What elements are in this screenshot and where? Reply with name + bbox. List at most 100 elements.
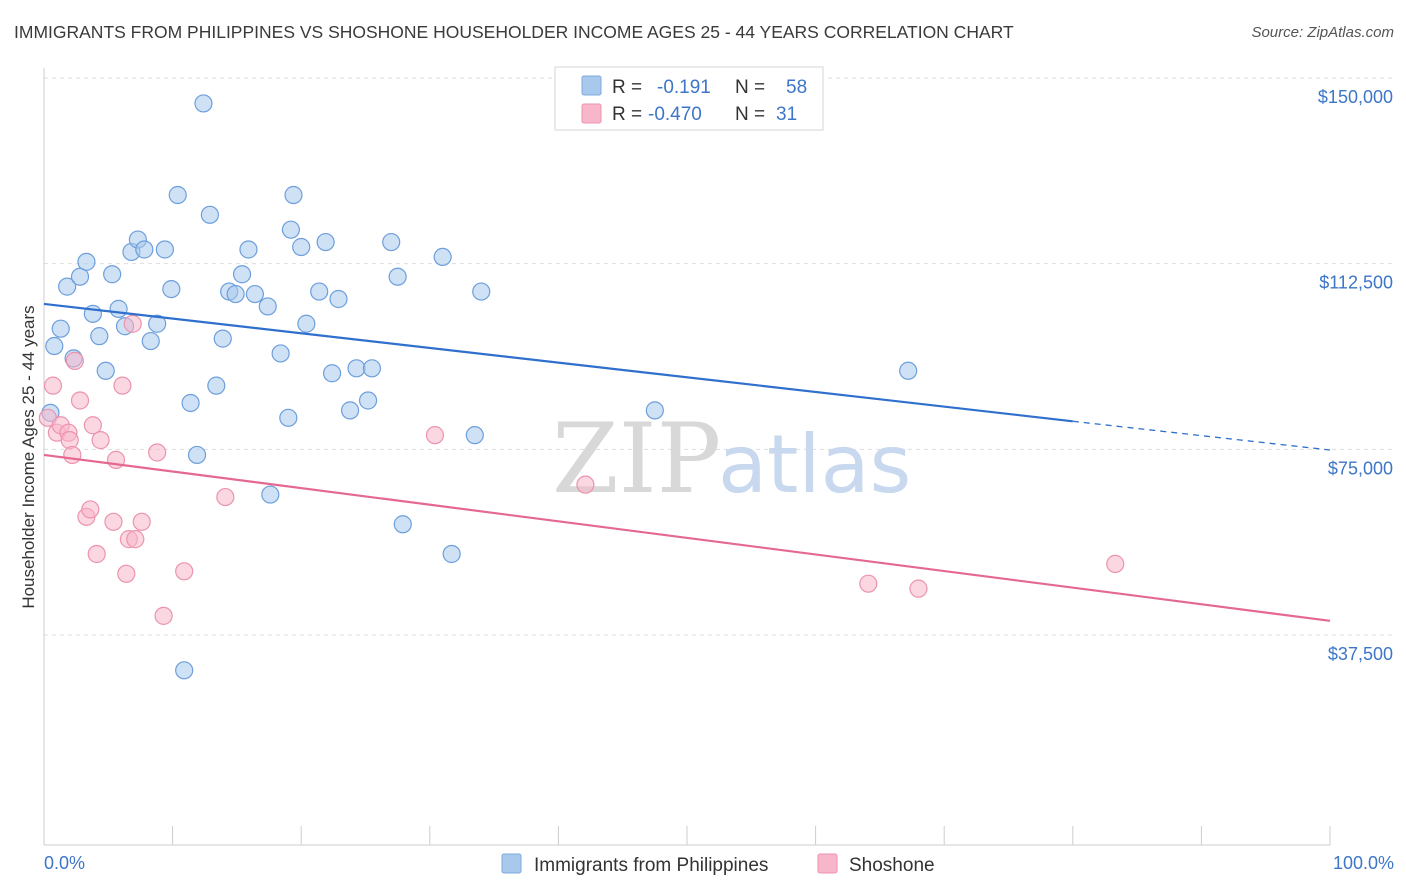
data-point [187,445,207,465]
data-point [109,299,128,318]
data-point [576,475,595,494]
legend: R = -0.191 N = 58 R = -0.470 N = 31 [554,66,824,131]
bottom-legend-swatch-shoshone [817,853,838,874]
watermark: ZIP atlas [552,403,911,515]
legend-swatch-shoshone [581,103,602,124]
chart-source: Source: ZipAtlas.com [1251,24,1394,41]
chart-title: IMMIGRANTS FROM PHILIPPINES VS SHOSHONE … [14,22,1014,42]
data-point [77,252,96,271]
legend-n-label-philippines: N = [735,77,765,98]
data-point [433,247,452,267]
bottom-legend-label-shoshone: Shoshone [849,855,935,876]
data-point [281,220,301,239]
legend-r-value-philippines: -0.191 [657,77,711,98]
data-point [316,232,335,252]
data-point [213,329,232,348]
data-point [425,426,445,445]
trend-line-shoshone [43,453,1331,622]
legend-r-label-philippines: R = [612,77,642,98]
data-point [162,279,181,299]
data-point [104,512,123,531]
data-point [200,205,219,224]
data-point [292,237,311,257]
watermark-zip: ZIP [552,403,721,515]
legend-r-label-shoshone: R = [612,104,642,125]
data-point [388,267,407,286]
series-philippines-points [41,94,918,680]
data-point [81,500,100,519]
data-point [65,351,84,370]
data-point [340,401,360,420]
legend-n-value-philippines: 58 [786,77,807,98]
data-point [96,361,115,380]
data-point [261,485,280,504]
grid-lines [44,77,1393,636]
data-point [194,94,213,113]
data-point [103,265,122,284]
data-point [90,327,109,346]
data-point [442,544,461,564]
trend-lines [43,302,1331,622]
data-point [271,344,290,363]
data-point [148,443,167,462]
data-point [347,359,366,378]
data-point [362,359,382,378]
data-point [45,336,64,356]
x-ticks [172,826,1331,845]
y-tick-label: $75,000 [1328,458,1393,478]
data-point [155,240,174,259]
data-point [465,426,484,445]
legend-n-value-shoshone: 31 [776,104,797,125]
data-point [63,445,82,465]
data-point [329,289,348,309]
data-point [175,661,194,680]
bottom-legend-swatch-philippines [501,853,522,874]
bottom-legend-label-philippines: Immigrants from Philippines [534,855,768,876]
y-axis-title: Householder Income Ages 25 - 44 years [19,305,38,608]
y-tick-label: $112,500 [1319,273,1393,293]
data-point [181,393,200,413]
data-point [909,579,928,598]
data-point [43,376,63,395]
y-tick-labels: $150,000 $112,500 $75,000 $37,500 [1318,87,1393,664]
data-point [51,319,70,338]
data-point [135,240,154,259]
data-point [239,240,258,259]
data-point [258,297,277,316]
data-point [123,314,142,333]
data-point [175,562,194,581]
data-point [91,431,110,450]
data-point [207,376,226,395]
data-point [60,431,79,450]
data-point [132,512,151,531]
legend-n-label-shoshone: N = [735,104,765,125]
data-point [1106,554,1125,573]
data-point [899,361,918,380]
data-point [58,277,77,296]
data-point [358,391,378,410]
x-tick-label-0: 0.0% [44,853,85,873]
bottom-legend: Immigrants from Philippines Shoshone [501,853,935,876]
trend-line-philippines-extension [1072,420,1331,451]
data-point [284,185,303,205]
data-point [472,282,491,301]
data-point [393,515,412,534]
legend-swatch-philippines [581,75,602,96]
data-point [297,314,316,333]
data-point [87,544,106,564]
legend-r-value-shoshone: -0.470 [648,104,702,125]
data-point [382,232,401,252]
data-point [148,314,167,333]
trend-line-philippines [43,302,1073,423]
data-point [126,530,145,549]
data-point [83,416,102,435]
watermark-atlas: atlas [718,418,911,511]
data-point [279,408,298,427]
data-point [310,282,329,301]
data-point [645,401,664,420]
data-point [141,331,160,351]
y-tick-label: $150,000 [1318,87,1393,107]
data-point [216,487,235,507]
data-point [154,606,173,625]
